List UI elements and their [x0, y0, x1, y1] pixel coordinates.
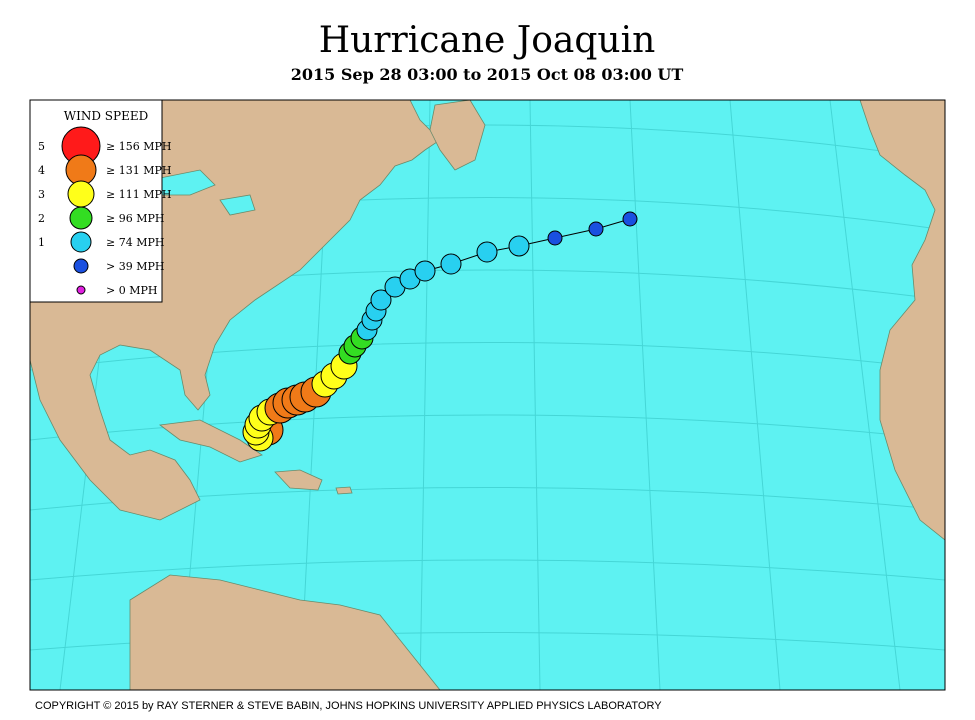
legend-title: WIND SPEED	[64, 109, 148, 123]
legend-label: ≥ 111 MPH	[106, 188, 171, 201]
storm-track	[242, 211, 638, 452]
track-point	[508, 235, 530, 257]
track-point	[414, 260, 436, 282]
legend-level: 4	[38, 164, 45, 177]
lakes	[149, 169, 256, 216]
legend-swatch	[70, 231, 92, 253]
map-area	[30, 100, 945, 690]
track-point	[588, 221, 604, 237]
legend-label: ≥ 74 MPH	[106, 236, 164, 249]
legend-level: 5	[38, 140, 45, 153]
legend-label: ≥ 96 MPH	[106, 212, 164, 225]
legend-label: ≥ 156 MPH	[106, 140, 171, 153]
title: Hurricane Joaquin	[319, 20, 656, 61]
legend-label: > 0 MPH	[106, 284, 157, 297]
track-point	[622, 211, 638, 227]
legend-label: > 39 MPH	[106, 260, 164, 273]
track-point	[370, 289, 392, 311]
legend-swatch	[76, 285, 86, 295]
copyright: COPYRIGHT © 2015 by RAY STERNER & STEVE …	[35, 700, 662, 712]
legend: WIND SPEED 5 ≥ 156 MPH 4 ≥ 131 MPH 3 ≥ 111 MP…	[29, 99, 171, 303]
legend-swatch	[73, 258, 89, 274]
legend-swatch	[67, 180, 95, 208]
track-point	[440, 253, 462, 275]
map-frame	[29, 99, 946, 691]
legend-label: ≥ 131 MPH	[106, 164, 171, 177]
legend-level: 2	[38, 212, 45, 225]
track-point	[547, 230, 563, 246]
legend-swatch	[69, 206, 93, 230]
track-point	[476, 241, 498, 263]
subtitle: 2015 Sep 28 03:00 to 2015 Oct 08 03:00 U…	[291, 65, 684, 84]
legend-level: 3	[38, 188, 45, 201]
legend-level: 1	[38, 236, 45, 249]
